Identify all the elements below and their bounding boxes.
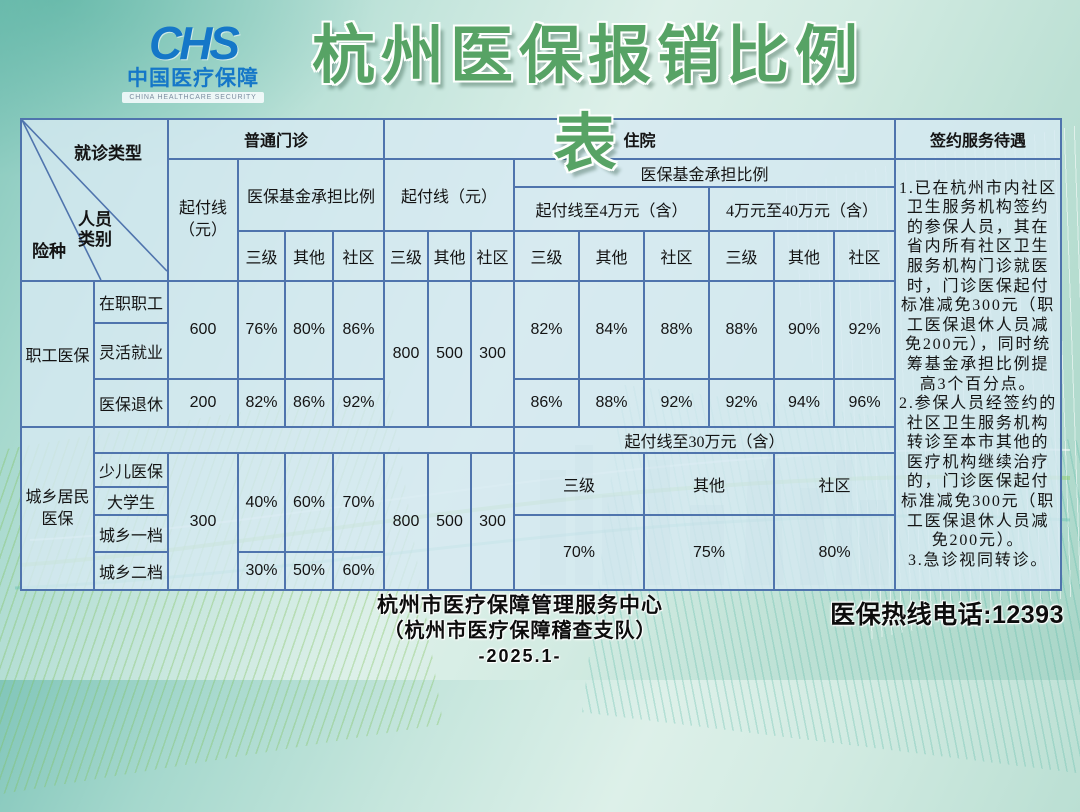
cell-res-ipded-other: 500 (427, 452, 473, 591)
footer-org-name: 杭州市医疗保障管理服务中心 (377, 594, 663, 617)
cell-res-ip-other: 75% (643, 514, 776, 591)
chs-logo-acronym: CHS (148, 17, 240, 69)
header-op-deductible: 起付线 （元） (167, 158, 239, 282)
header-contracted-services: 签约服务待遇 (894, 118, 1063, 160)
header-range-0-4: 起付线至4万元（含） (513, 186, 711, 232)
corner-label-person-category: 人员 类别 (78, 210, 112, 249)
cell-res-ipded-community: 300 (470, 452, 516, 591)
cell-ret-r04-other: 88% (578, 378, 646, 428)
cell-emp-r440-other: 90% (773, 280, 836, 380)
cell-emp-r04-community: 88% (643, 280, 711, 380)
header-op-community: 社区 (331, 230, 386, 282)
reimbursement-table: 就诊类型 人员 类别 险种 普通门诊 住院 签约服务待遇 起付线 （元） 医保基… (20, 118, 1063, 591)
cell-res-op-community: 70% (331, 452, 386, 553)
row-retired: 医保退休 (93, 378, 169, 428)
cell-ret-r440-tier3: 92% (708, 378, 776, 428)
cell-emp-op-tier3: 76% (237, 280, 286, 380)
footer-organization-block: 杭州市医疗保障管理服务中心 （杭州市医疗保障稽查支队） -2025.1- (270, 593, 770, 668)
header-ipded-other: 其他 (427, 230, 473, 282)
cell-emp-ipded-tier3: 800 (383, 280, 430, 428)
corner-label-visit-type: 就诊类型 (74, 144, 142, 163)
row-urban-rural-tier1: 城乡一档 (93, 514, 169, 553)
header-op-tier3: 三级 (237, 230, 286, 282)
header-r04-other: 其他 (578, 230, 646, 282)
cell-emp-r04-other: 84% (578, 280, 646, 380)
chs-logo-name-en: CHINA HEALTHCARE SECURITY (122, 92, 264, 103)
header-res-community: 社区 (773, 452, 897, 516)
header-op-other: 其他 (284, 230, 334, 282)
cell-ret-op-tier3: 82% (237, 378, 286, 428)
cell-res2-op-tier3: 30% (237, 551, 286, 591)
cell-ret-r04-tier3: 86% (513, 378, 581, 428)
header-ipded-tier3: 三级 (383, 230, 430, 282)
cell-ret-r440-community: 96% (833, 378, 897, 428)
footer-hotline: 医保热线电话:12393 (830, 601, 1064, 629)
footer-org-subname: （杭州市医疗保障稽查支队） (383, 620, 657, 642)
cell-emp-op-community: 86% (331, 280, 386, 380)
corner-label-insurance-type: 险种 (32, 242, 66, 261)
cell-res-ip-community: 80% (773, 514, 897, 591)
cell-emp-r440-tier3: 88% (708, 280, 776, 380)
insurance-resident: 城乡居民 医保 (20, 426, 95, 591)
cell-emp-ipded-other: 500 (427, 280, 473, 428)
header-range-0-30: 起付线至30万元（含） (513, 426, 897, 454)
chs-logo: CHS 中国医疗保障 CHINA HEALTHCARE SECURITY (122, 20, 264, 103)
header-ip-deductible: 起付线（元） (383, 158, 516, 232)
row-child-insurance: 少儿医保 (93, 452, 169, 488)
services-item-2: 2.参保人员经签约的社区卫生服务机构转诊至本市其他的医疗机构继续治疗的，门诊医保… (899, 395, 1058, 550)
cell-res-ipded-tier3: 800 (383, 452, 430, 591)
header-r440-community: 社区 (833, 230, 897, 282)
page-title: 杭州医保报销比例表 (312, 21, 864, 179)
cell-res-ip-tier3: 70% (513, 514, 646, 591)
services-item-3: 3.急诊视同转诊。 (907, 551, 1049, 569)
cell-ret-op-deductible: 200 (167, 378, 239, 428)
row-flexible-employment: 灵活就业 (93, 322, 169, 380)
header-r04-community: 社区 (643, 230, 711, 282)
cell-emp-ipded-community: 300 (470, 280, 516, 428)
row-active-employee: 在职职工 (93, 280, 169, 324)
cell-ret-op-other: 86% (284, 378, 334, 428)
cell-res-op-other: 60% (284, 452, 334, 553)
cell-res-op-tier3: 40% (237, 452, 286, 553)
chs-logo-name-cn: 中国医疗保障 (127, 67, 259, 90)
cell-emp-r440-community: 92% (833, 280, 897, 380)
header-r440-tier3: 三级 (708, 230, 776, 282)
cell-ret-r04-community: 92% (643, 378, 711, 428)
cell-res-op-deductible: 300 (167, 452, 239, 591)
cell-emp-op-other: 80% (284, 280, 334, 380)
cell-res2-op-community: 60% (331, 551, 386, 591)
spacer-cell (92, 426, 516, 454)
header-range-4-40: 4万元至40万元（含） (708, 186, 897, 232)
header-r04-tier3: 三级 (513, 230, 581, 282)
footer-date: -2025.1- (478, 646, 562, 666)
cell-ret-op-community: 92% (331, 378, 386, 428)
header-ipded-community: 社区 (470, 230, 516, 282)
row-university-student: 大学生 (93, 486, 169, 516)
header-r440-other: 其他 (773, 230, 836, 282)
services-item-1: 1.已在杭州市内社区卫生服务机构签约的参保人员，其在省内所有社区卫生服务机构门诊… (899, 179, 1058, 393)
cell-res2-op-other: 50% (284, 551, 334, 591)
header-res-tier3: 三级 (513, 452, 646, 516)
cell-ret-r440-other: 94% (773, 378, 836, 428)
header-res-other: 其他 (643, 452, 776, 516)
row-urban-rural-tier2: 城乡二档 (93, 551, 169, 591)
cell-emp-r04-tier3: 82% (513, 280, 581, 380)
insurance-employee: 职工医保 (20, 280, 95, 428)
corner-header-cell: 就诊类型 人员 类别 险种 (20, 118, 169, 282)
cell-emp-op-deductible: 600 (167, 280, 239, 380)
contracted-services-text: 1.已在杭州市内社区卫生服务机构签约的参保人员，其在省内所有社区卫生服务机构门诊… (894, 158, 1063, 591)
